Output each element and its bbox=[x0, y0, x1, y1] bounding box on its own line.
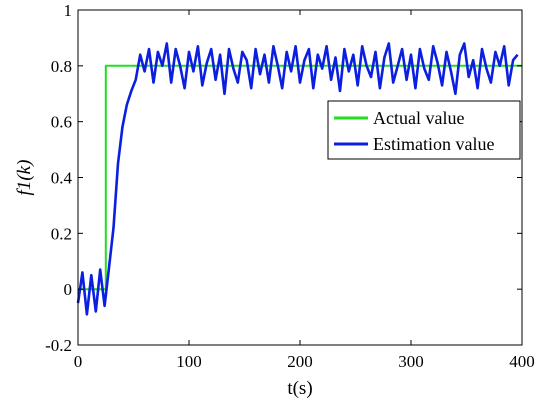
y-tick-label: 1 bbox=[64, 1, 73, 20]
x-tick-label: 400 bbox=[509, 352, 535, 371]
series-estimation-value-line bbox=[76, 42, 519, 316]
legend-label-estimation: Estimation value bbox=[373, 134, 494, 154]
y-tick-label: 0 bbox=[64, 280, 73, 299]
series-actual-value-line bbox=[78, 64, 522, 291]
y-axis-label: f1(k) bbox=[14, 160, 35, 196]
axis-ticks bbox=[77, 9, 523, 346]
x-tick-label: 0 bbox=[74, 352, 83, 371]
y-tick-label: 0.4 bbox=[51, 169, 73, 188]
x-tick-label: 300 bbox=[398, 352, 424, 371]
axis-tick-labels: 0 100 200 300 400-0.200.20.40.60.81 bbox=[45, 1, 535, 371]
legend-label-actual: Actual value bbox=[373, 108, 464, 128]
plot-lines bbox=[76, 42, 522, 316]
y-tick-label: 0.6 bbox=[51, 113, 72, 132]
legend: Actual value Estimation value bbox=[327, 100, 521, 160]
y-tick-label: -0.2 bbox=[45, 336, 72, 355]
y-tick-label: 0.8 bbox=[51, 57, 72, 76]
x-axis-label: t(s) bbox=[287, 378, 312, 399]
x-tick-label: 100 bbox=[176, 352, 202, 371]
x-tick-label: 200 bbox=[287, 352, 313, 371]
y-tick-label: 0.2 bbox=[51, 224, 72, 243]
plot-frame bbox=[77, 9, 523, 346]
legend-box bbox=[327, 100, 521, 160]
